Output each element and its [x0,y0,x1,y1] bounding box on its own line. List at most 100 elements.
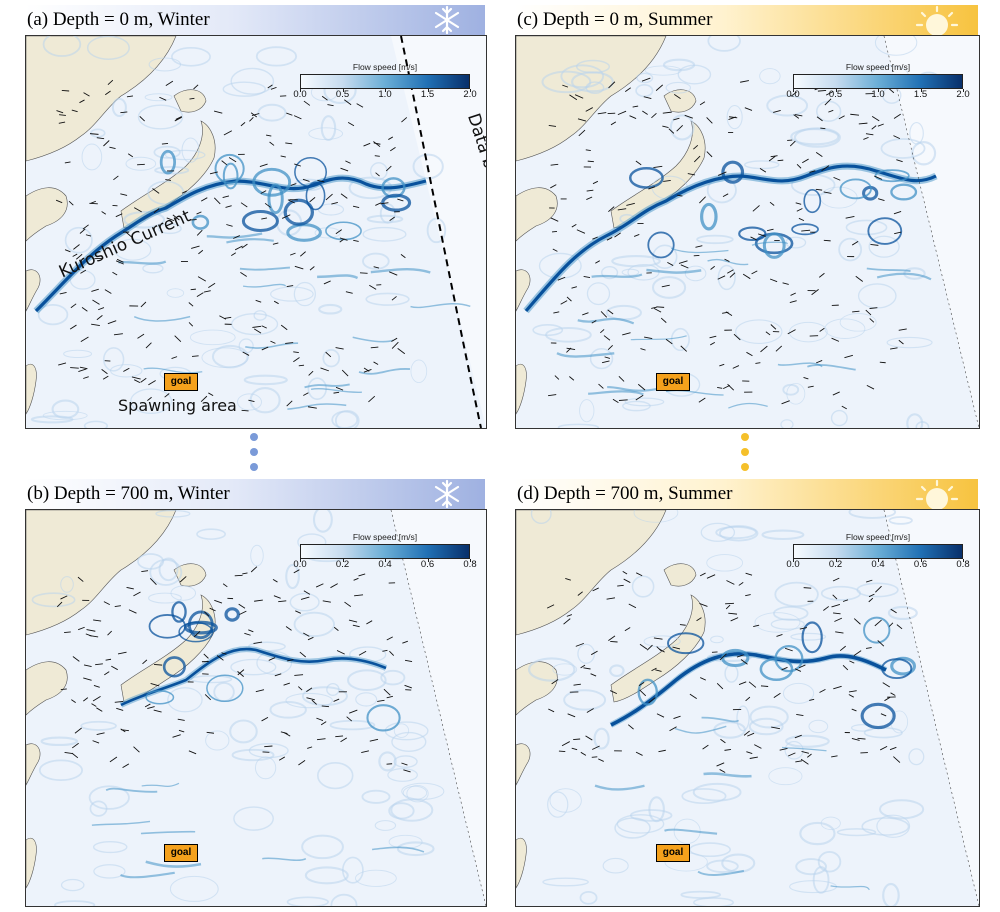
flow-vector-arrow [607,309,614,315]
flow-vector-arrow [298,364,305,367]
eddy-swirl [868,235,900,258]
eddy-swirl [322,349,341,368]
flow-vector-arrow [126,586,134,590]
flow-vector-arrow [893,756,901,763]
flow-vector-arrow [59,292,67,295]
flow-vector-arrow [101,369,108,375]
flow-vector-arrow [794,114,803,117]
flow-vector-arrow [345,291,353,294]
flow-vector-arrow [606,237,613,241]
flow-vector-arrow [587,160,594,163]
eddy-ring [145,690,175,705]
flow-vector-arrow [550,163,559,166]
flow-vector-arrow [83,92,90,97]
flow-vector-arrow [590,673,597,677]
flow-vector-arrow [321,705,330,708]
flow-vector-arrow [309,197,316,203]
flow-vector-arrow [216,655,224,661]
flow-vector-arrow [335,386,344,391]
flow-vector-arrow [363,142,371,147]
current-filament [674,725,727,734]
flow-vector-arrow [64,751,73,755]
eddy-swirl [560,64,605,89]
eddy-swirl [579,890,598,905]
colorbar-tick-mark [920,89,922,92]
flow-vector-arrow [842,599,849,602]
colorbar-tick-label: 0.4 [871,559,885,570]
eddy-swirl [249,387,281,414]
eddy-swirl [848,510,897,519]
eddy-swirl [365,292,410,306]
flow-vector-arrow [298,760,306,766]
flow-vector-arrow [673,93,681,99]
colorbar-tick-label: 0.6 [913,559,928,570]
flow-vector-arrow [624,627,631,632]
flow-vector-arrow [190,288,196,291]
flow-vector-arrow [373,361,379,365]
eddy-swirl [799,821,836,846]
current-filament [630,335,687,341]
flow-vector-arrow [241,409,249,412]
eddy-swirl [774,581,819,608]
eddy-ring [647,231,675,259]
flow-vector-arrow [253,641,263,644]
flow-vector-arrow [798,664,806,669]
flow-vector-arrow [550,217,559,222]
eddy-swirl [342,856,364,884]
flow-vector-arrow [340,737,348,743]
flow-vector-arrow [743,730,750,736]
flow-vector-arrow [353,239,359,242]
flow-vector-arrow [142,659,148,665]
flow-vector-arrow [554,375,560,380]
eddy-ring [890,183,918,201]
flow-vector-arrow [869,318,875,323]
eddy-swirl [743,160,780,170]
flow-vector-arrow [742,273,751,280]
flow-vector-arrow [228,157,237,163]
current-filament [703,772,752,778]
flow-vector-arrow [71,752,79,759]
flow-vector-arrow [294,265,304,270]
flow-vector-arrow [622,332,631,336]
eddy-swirl [157,223,182,235]
land-area [173,563,207,587]
flow-vector-arrow [352,624,360,628]
eddy-swirl [388,802,415,820]
flow-vector-arrow [73,244,80,250]
eddy-swirl [857,283,897,309]
flow-vector-arrow [203,290,211,293]
eddy-ring [890,656,917,676]
eddy-swirl [254,756,277,780]
flow-vector-arrow [728,612,738,615]
current-filament [310,388,362,393]
flow-vector-arrow [604,356,611,359]
panel-d-header: (d) Depth = 700 m, Summer [515,479,978,509]
flow-vector-arrow [890,692,896,696]
eddy-swirl [624,397,665,407]
flow-vector-arrow [736,654,744,658]
flow-vector-arrow [59,114,66,116]
land-area [26,363,37,415]
panel-d-title: (d) Depth = 700 m, Summer [517,483,733,504]
flow-vector-arrow [823,191,832,194]
eddy-swirl [680,890,722,899]
flow-vector-arrow [261,325,267,329]
flow-vector-arrow [273,300,279,305]
flow-vector-arrow [287,659,294,662]
eddy-swirl [236,393,262,411]
flow-vector-arrow [773,109,781,113]
flow-vector-arrow [74,727,82,734]
flow-vector-arrow [603,335,611,341]
eddy-swirl [289,592,320,612]
eddy-swirl [633,510,679,523]
eddy-swirl [40,736,79,747]
flow-vector-arrow [340,193,348,199]
flow-vector-arrow [719,653,727,661]
flow-vector-arrow [294,674,304,676]
flow-vector-arrow [333,698,340,702]
eddy-swirl [538,252,582,279]
flow-vector-arrow [308,370,314,376]
flow-vector-arrow [191,355,199,357]
flow-vector-arrow [356,103,364,108]
colorbar-tick-mark [300,559,301,562]
